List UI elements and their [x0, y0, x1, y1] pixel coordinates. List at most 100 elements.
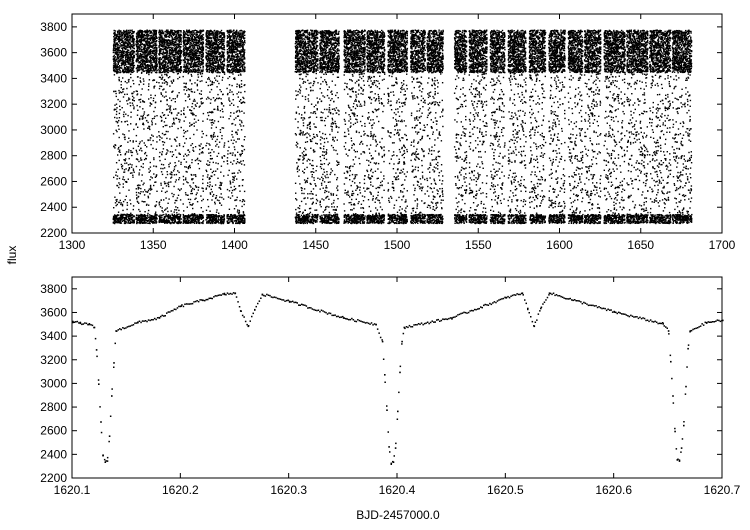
data-point — [120, 39, 122, 41]
data-point — [117, 36, 120, 39]
data-point — [154, 62, 157, 64]
data-point — [179, 55, 181, 57]
data-point — [187, 34, 190, 36]
data-point — [123, 214, 125, 216]
data-point — [216, 66, 218, 69]
data-point — [196, 85, 198, 87]
data-point — [118, 146, 120, 149]
data-point — [137, 184, 140, 186]
data-point — [146, 30, 148, 32]
data-point — [140, 55, 142, 57]
data-point — [126, 61, 129, 63]
data-point — [115, 108, 117, 111]
data-point — [122, 70, 124, 72]
data-point — [132, 67, 134, 70]
data-point — [180, 31, 182, 33]
data-point — [174, 49, 176, 51]
data-point — [171, 151, 174, 153]
data-point — [162, 126, 164, 128]
data-point — [131, 151, 134, 154]
data-point — [114, 59, 116, 61]
data-point — [149, 179, 151, 181]
data-point — [130, 71, 132, 73]
data-point — [125, 31, 128, 33]
data-point — [122, 62, 125, 65]
data-point — [114, 221, 116, 223]
data-point — [171, 171, 173, 174]
data-point — [132, 61, 134, 63]
data-point — [120, 222, 123, 224]
data-point — [202, 56, 204, 58]
data-point — [129, 70, 131, 72]
data-point — [186, 58, 188, 60]
data-point — [129, 42, 131, 44]
data-point — [192, 187, 194, 190]
data-point — [143, 111, 146, 113]
data-point — [175, 140, 177, 142]
data-point — [161, 112, 164, 114]
data-point — [117, 168, 119, 171]
data-point — [138, 40, 140, 43]
data-point — [183, 31, 185, 33]
data-point — [140, 68, 142, 70]
data-point — [130, 116, 132, 118]
data-point — [145, 67, 147, 69]
data-point — [174, 215, 176, 217]
data-point — [139, 98, 142, 101]
data-point — [176, 35, 178, 37]
data-point — [193, 107, 195, 110]
data-point — [132, 57, 134, 60]
data-point — [142, 59, 145, 62]
data-point — [150, 97, 152, 99]
data-point — [184, 41, 186, 43]
data-point — [113, 45, 115, 48]
data-point — [127, 51, 130, 54]
data-point — [126, 56, 128, 59]
data-point — [202, 112, 205, 115]
data-point — [156, 190, 158, 192]
data-point — [169, 85, 171, 87]
data-point — [166, 124, 168, 127]
data-point — [164, 124, 166, 127]
data-point — [137, 126, 139, 128]
data-point — [197, 163, 199, 165]
data-point — [171, 52, 174, 54]
data-point — [160, 167, 162, 170]
data-point — [150, 60, 153, 62]
data-point — [122, 133, 124, 135]
data-point — [145, 35, 147, 37]
data-point — [132, 176, 134, 178]
data-point — [131, 36, 133, 38]
data-point — [132, 35, 134, 38]
data-point — [127, 35, 129, 38]
data-point — [198, 70, 200, 72]
data-point — [118, 66, 120, 68]
data-point — [190, 112, 192, 114]
data-point — [165, 208, 167, 210]
data-point — [169, 151, 172, 153]
data-point — [173, 119, 175, 121]
data-point — [199, 33, 201, 35]
data-point — [136, 222, 138, 224]
data-point — [117, 71, 119, 74]
data-point — [122, 53, 124, 55]
data-point — [122, 183, 124, 185]
data-point — [136, 69, 138, 72]
data-point — [132, 169, 135, 172]
data-point — [196, 216, 199, 218]
data-point — [115, 171, 117, 173]
data-point — [133, 171, 135, 173]
data-point — [167, 65, 169, 67]
data-point — [147, 220, 149, 222]
data-point — [140, 29, 142, 32]
data-point — [114, 222, 116, 225]
data-point — [202, 65, 204, 68]
data-point — [154, 115, 156, 118]
data-point — [141, 55, 143, 58]
data-point — [182, 66, 185, 68]
data-point — [153, 87, 155, 89]
data-point — [136, 41, 139, 43]
data-point — [167, 69, 170, 71]
data-point — [189, 137, 191, 139]
data-point — [185, 131, 187, 133]
